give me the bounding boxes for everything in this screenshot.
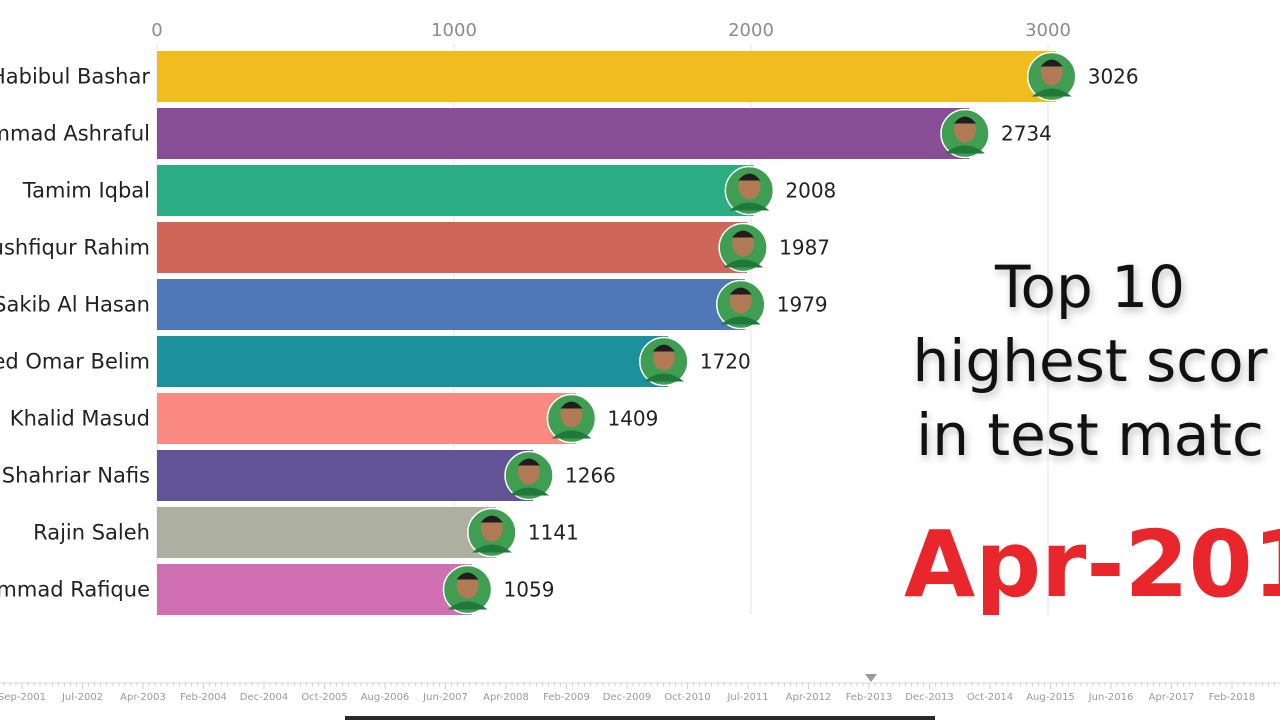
category-label: ushfiqur Rahim — [0, 236, 150, 260]
player-avatar-icon — [1026, 51, 1077, 102]
headline-line-2: highest scor — [912, 327, 1268, 395]
timeline-label: Oct-2005 — [301, 692, 347, 703]
headline-line-1: Top 10 — [994, 253, 1186, 321]
timeline[interactable]: Sep-2001 Jul-2002 Apr-2003 Feb-2004 Dec-2004… — [0, 674, 1280, 720]
timeline-label: Dec-2013 — [905, 692, 953, 703]
bar — [157, 564, 472, 615]
timeline-label: Aug-2015 — [1026, 692, 1075, 703]
bar — [157, 279, 745, 330]
player-avatar-icon — [940, 108, 990, 159]
bars: Habibul Bashar 3026 mmad Ashraful 2734 Tamim… — [0, 51, 1139, 615]
timeline-label: Feb-2009 — [543, 692, 590, 703]
bar — [157, 51, 1056, 102]
timeline-label: Oct-2014 — [967, 692, 1013, 703]
timeline-progress-strip — [345, 716, 935, 720]
timeline-label: Oct-2010 — [664, 692, 710, 703]
current-date-label: Apr-201 — [904, 511, 1280, 618]
bar — [157, 165, 754, 216]
value-label: 3026 — [1088, 65, 1139, 89]
timeline-label: Apr-2008 — [483, 692, 529, 703]
player-avatar-icon — [442, 564, 493, 615]
value-label: 1720 — [700, 350, 751, 374]
chart-headline: Top 10 highest scor in test matc — [900, 250, 1280, 472]
headline-line-3: in test matc — [916, 401, 1264, 469]
category-label: Tamim Iqbal — [22, 179, 150, 203]
value-label: 1409 — [607, 407, 658, 431]
timeline-label: Dec-2009 — [603, 692, 651, 703]
player-avatar-icon — [724, 165, 775, 216]
value-label: 1141 — [528, 521, 579, 545]
value-label: 1987 — [779, 236, 830, 260]
timeline-label: Jul-2002 — [61, 692, 103, 703]
player-avatar-icon — [546, 393, 597, 444]
timeline-label: Sep-2001 — [0, 692, 46, 703]
timeline-label: Feb-2018 — [1209, 692, 1256, 703]
timeline-label: Jun-2007 — [422, 692, 468, 703]
bar — [157, 222, 748, 273]
playhead-triangle-icon[interactable] — [865, 674, 877, 682]
player-avatar-icon — [718, 222, 768, 273]
x-tick-label: 1000 — [431, 20, 477, 41]
player-avatar-icon — [504, 450, 554, 501]
category-label: Sakib Al Hasan — [0, 293, 150, 317]
category-label: Shahriar Nafis — [2, 464, 150, 488]
value-label: 1059 — [504, 578, 555, 602]
player-avatar-icon — [467, 507, 517, 558]
value-label: 2008 — [785, 179, 836, 203]
bar — [157, 507, 496, 558]
timeline-label: Apr-2012 — [786, 692, 832, 703]
value-label: 1979 — [777, 293, 828, 317]
category-label: Khalid Masud — [10, 407, 150, 431]
x-tick-label: 0 — [151, 20, 162, 41]
bar — [157, 108, 969, 159]
timeline-label: Dec-2004 — [240, 692, 288, 703]
x-axis-ticks: 0 1000 2000 3000 — [151, 20, 1071, 41]
player-avatar-icon — [716, 279, 766, 330]
category-label: ed Omar Belim — [0, 350, 150, 374]
timeline-label: Aug-2006 — [361, 692, 410, 703]
category-label: Habibul Bashar — [0, 65, 150, 89]
timeline-label: Jun-2016 — [1088, 692, 1134, 703]
bar — [157, 393, 576, 444]
category-label: mmad Rafique — [0, 578, 150, 602]
timeline-label: Apr-2003 — [120, 692, 166, 703]
timeline-label: Feb-2004 — [180, 692, 227, 703]
player-avatar-icon — [639, 336, 689, 387]
timeline-label: Feb-2013 — [846, 692, 893, 703]
category-label: Rajin Saleh — [33, 521, 150, 545]
value-label: 1266 — [565, 464, 616, 488]
timeline-label: Apr-2017 — [1149, 692, 1195, 703]
value-label: 2734 — [1001, 122, 1052, 146]
x-tick-label: 2000 — [728, 20, 774, 41]
timeline-label: Jul-2011 — [726, 692, 768, 703]
category-label: mmad Ashraful — [0, 122, 150, 146]
bar — [157, 336, 668, 387]
bar — [157, 450, 534, 501]
x-tick-label: 3000 — [1025, 20, 1071, 41]
